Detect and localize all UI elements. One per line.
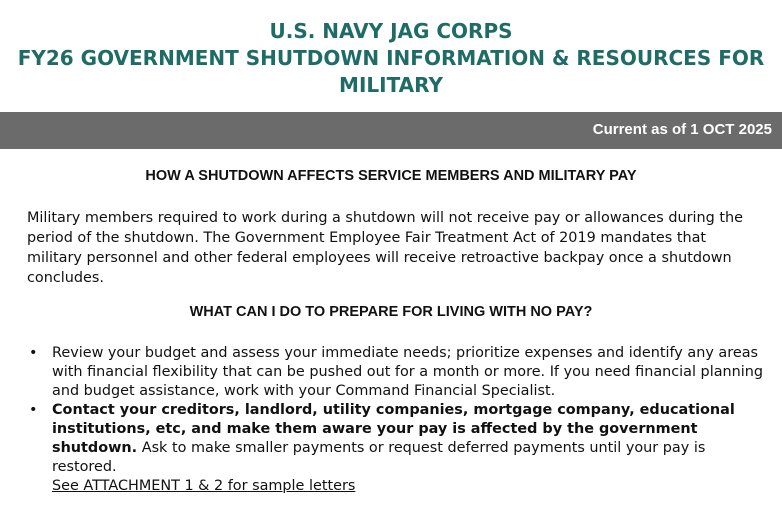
current-as-of-text: Current as of 1 OCT 2025 xyxy=(592,121,772,138)
title-line-audience: MILITARY xyxy=(339,73,443,97)
shutdown-pay-paragraph: Military members required to work during… xyxy=(27,210,743,286)
list-item-creditors-text: Ask to make smaller payments or request … xyxy=(52,440,706,475)
current-as-of-banner: Current as of 1 OCT 2025 xyxy=(0,112,782,149)
prepare-bullet-list: • Review your budget and assess your imm… xyxy=(27,344,767,496)
list-item-creditors-bold-text: Contact your creditors, landlord, utilit… xyxy=(52,402,735,456)
list-item-creditors: • Contact your creditors, landlord, util… xyxy=(27,401,767,496)
bullet-icon: • xyxy=(29,402,38,418)
bullet-icon: • xyxy=(29,345,38,361)
sample-letters-link[interactable]: See ATTACHMENT 1 & 2 for sample letters xyxy=(52,478,356,494)
section-heading-shutdown-pay: HOW A SHUTDOWN AFFECTS SERVICE MEMBERS A… xyxy=(145,168,637,184)
section-heading-prepare: WHAT CAN I DO TO PREPARE FOR LIVING WITH… xyxy=(189,304,593,320)
list-item-budget: • Review your budget and assess your imm… xyxy=(27,344,767,401)
document-title: U.S. NAVY JAG CORPS FY26 GOVERNMENT SHUT… xyxy=(0,18,782,99)
title-line-organization: U.S. NAVY JAG CORPS xyxy=(269,19,513,43)
title-line-subject: FY26 GOVERNMENT SHUTDOWN INFORMATION & R… xyxy=(17,46,765,70)
list-item-budget-text: Review your budget and assess your immed… xyxy=(52,345,764,399)
